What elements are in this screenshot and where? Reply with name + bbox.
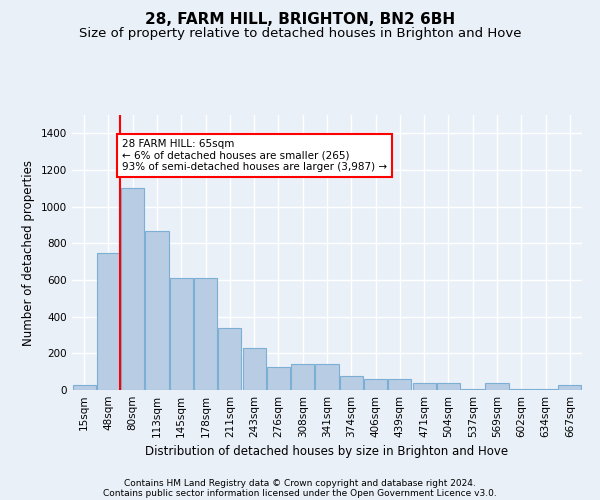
Bar [485,383,509,390]
Bar [242,348,266,390]
Bar [97,253,120,390]
Bar [121,188,144,390]
Bar [388,378,412,390]
Text: 28 FARM HILL: 65sqm
← 6% of detached houses are smaller (265)
93% of semi-detach: 28 FARM HILL: 65sqm ← 6% of detached hou… [122,139,387,172]
Bar [340,376,363,390]
Bar [437,383,460,390]
Bar [218,328,241,390]
Bar [559,384,581,390]
Bar [73,384,95,390]
Bar [291,364,314,390]
Y-axis label: Number of detached properties: Number of detached properties [22,160,35,346]
Bar [510,389,533,390]
Text: Contains public sector information licensed under the Open Government Licence v3: Contains public sector information licen… [103,488,497,498]
Bar [145,230,169,390]
Bar [316,364,338,390]
Text: Size of property relative to detached houses in Brighton and Hove: Size of property relative to detached ho… [79,28,521,40]
X-axis label: Distribution of detached houses by size in Brighton and Hove: Distribution of detached houses by size … [145,446,509,458]
Bar [413,383,436,390]
Text: 28, FARM HILL, BRIGHTON, BN2 6BH: 28, FARM HILL, BRIGHTON, BN2 6BH [145,12,455,28]
Bar [267,366,290,390]
Text: Contains HM Land Registry data © Crown copyright and database right 2024.: Contains HM Land Registry data © Crown c… [124,478,476,488]
Bar [194,278,217,390]
Bar [364,378,387,390]
Bar [534,389,557,390]
Bar [461,389,484,390]
Bar [170,278,193,390]
